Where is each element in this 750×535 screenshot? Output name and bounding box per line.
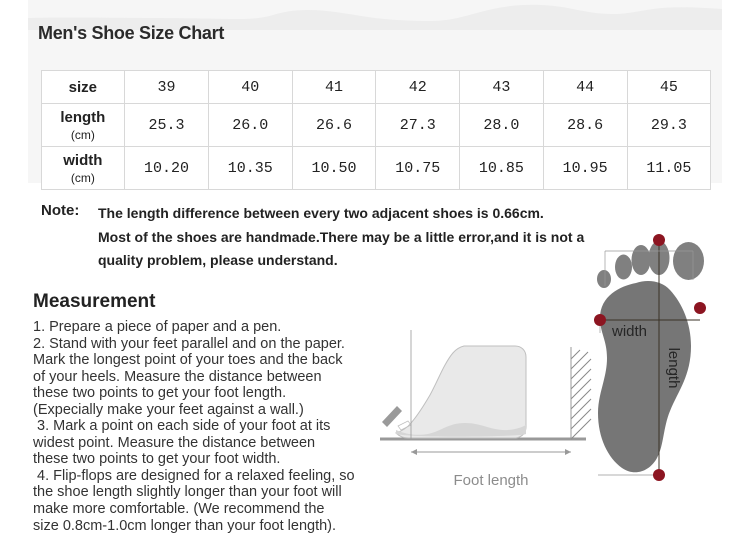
svg-text:width: width [611,323,647,340]
svg-text:Foot length: Foot length [453,472,528,489]
svg-text:length: length [665,348,682,389]
